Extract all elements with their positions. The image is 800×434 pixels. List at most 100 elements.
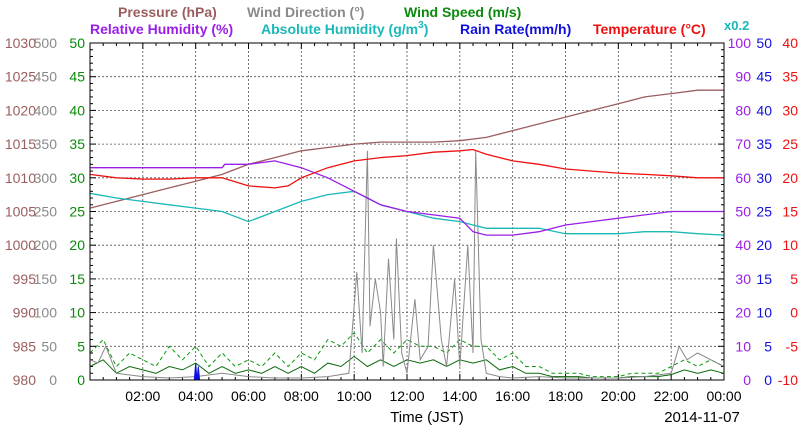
left-tick-label-pressure: 990 <box>13 305 37 321</box>
right-tick-label-temperature: 40 <box>782 35 798 51</box>
right-tick-label-rel_humidity: 50 <box>735 204 751 220</box>
right-tick-label-rain_rate: 0 <box>764 372 772 388</box>
x-tick-label: 14:00 <box>442 388 477 404</box>
left-tick-label-pressure: 1000 <box>5 237 36 253</box>
legend-rain-rate: Rain Rate(mm/h) <box>460 21 571 37</box>
left-tick-label-wind_dir: 150 <box>34 271 58 287</box>
right-tick-label-rain_rate: 45 <box>756 69 772 85</box>
x-tick-label: 00:00 <box>706 388 741 404</box>
series-wind-dir <box>89 150 725 379</box>
left-tick-label-wind_dir: 300 <box>34 170 58 186</box>
left-tick-label-pressure: 980 <box>13 372 37 388</box>
left-tick-label-wind_speed: 10 <box>69 305 85 321</box>
right-tick-label-temperature: 5 <box>790 271 798 287</box>
right-tick-label-rel_humidity: 40 <box>735 237 751 253</box>
left-tick-label-wind_speed: 20 <box>69 237 85 253</box>
right-tick-label-rain_rate: 20 <box>756 237 772 253</box>
right-tick-label-temperature: 15 <box>782 204 798 220</box>
left-tick-label-wind_speed: 30 <box>69 170 85 186</box>
series-layer <box>89 89 725 381</box>
left-tick-label-wind_dir: 50 <box>41 338 57 354</box>
legend-temperature: Temperature (°C) <box>593 21 706 37</box>
left-tick-label-wind_dir: 450 <box>34 69 58 85</box>
left-tick-label-wind_dir: 200 <box>34 237 58 253</box>
left-tick-label-wind_dir: 250 <box>34 204 58 220</box>
x-tick-label: 22:00 <box>654 388 689 404</box>
right-tick-label-rel_humidity: 0 <box>743 372 751 388</box>
left-tick-label-wind_speed: 15 <box>69 271 85 287</box>
right-tick-label-rain_rate: 5 <box>764 338 772 354</box>
x-axis-title: Time (JST) <box>390 409 464 426</box>
legend-pressure: Pressure (hPa) <box>118 4 217 20</box>
left-tick-label-wind_speed: 25 <box>69 204 85 220</box>
left-tick-label-wind_speed: 5 <box>77 338 85 354</box>
right-tick-label-temperature: 0 <box>790 305 798 321</box>
x-tick-label: 10:00 <box>337 388 372 404</box>
left-tick-label-wind_dir: 400 <box>34 102 58 118</box>
right-tick-label-temperature: 35 <box>782 69 798 85</box>
left-tick-label-pressure: 1020 <box>5 102 36 118</box>
right-tick-label-rain_rate: 50 <box>756 35 772 51</box>
left-tick-label-wind_speed: 45 <box>69 69 85 85</box>
right-tick-label-rel_humidity: 90 <box>735 69 751 85</box>
plot-frame <box>89 42 725 381</box>
x-tick-label: 08:00 <box>284 388 319 404</box>
right-axis-labels: 1009080706050403020100504540353025201510… <box>728 35 799 388</box>
right-tick-label-rel_humidity: 30 <box>735 271 751 287</box>
series-rel-humidity <box>90 160 724 236</box>
right-tick-label-rel_humidity: 70 <box>735 136 751 152</box>
right-tick-label-temperature: -10 <box>778 372 798 388</box>
left-tick-label-pressure: 1005 <box>5 204 36 220</box>
left-tick-label-wind_dir: 500 <box>34 35 58 51</box>
left-tick-label-wind_speed: 35 <box>69 136 85 152</box>
left-tick-label-wind_speed: 40 <box>69 102 85 118</box>
right-tick-label-rain_rate: 15 <box>756 271 772 287</box>
legend-wind-direction: Wind Direction (°) <box>247 4 364 20</box>
left-axis-labels: 1030102510201015101010051000995990985980… <box>5 35 85 388</box>
right-tick-label-rel_humidity: 80 <box>735 102 751 118</box>
left-tick-label-wind_dir: 100 <box>34 305 58 321</box>
right-tick-label-rain_rate: 10 <box>756 305 772 321</box>
left-tick-label-pressure: 1015 <box>5 136 36 152</box>
right-tick-label-temperature: 30 <box>782 102 798 118</box>
x-tick-label: 18:00 <box>548 388 583 404</box>
right-tick-label-rain_rate: 35 <box>756 136 772 152</box>
left-tick-label-pressure: 995 <box>13 271 37 287</box>
x-tick-label: 12:00 <box>389 388 424 404</box>
right-tick-label-rel_humidity: 60 <box>735 170 751 186</box>
x-tick-label: 02:00 <box>125 388 160 404</box>
left-tick-label-wind_dir: 350 <box>34 136 58 152</box>
right-tick-label-rain_rate: 25 <box>756 204 772 220</box>
left-tick-label-pressure: 985 <box>13 338 37 354</box>
x-tick-label: 06:00 <box>231 388 266 404</box>
legend-absolute-humidity: Absolute Humidity (g/m3) <box>261 20 428 37</box>
right-tick-label-temperature: 10 <box>782 237 798 253</box>
left-tick-label-pressure: 1025 <box>5 69 36 85</box>
x-tick-label: 20:00 <box>601 388 636 404</box>
right-tick-label-temperature: 25 <box>782 136 798 152</box>
date-label: 2014-11-07 <box>664 409 740 426</box>
right-tick-label-rain_rate: 30 <box>756 170 772 186</box>
right-tick-label-rel_humidity: 10 <box>735 338 751 354</box>
right-tick-label-rel_humidity: 100 <box>728 35 752 51</box>
x-tick-label: 04:00 <box>178 388 213 404</box>
left-tick-label-wind_speed: 50 <box>69 35 85 51</box>
right-tick-label-rain_rate: 40 <box>756 102 772 118</box>
x-tick-label: 16:00 <box>495 388 530 404</box>
right-tick-label-temperature: 20 <box>782 170 798 186</box>
legend-wind-speed: Wind Speed (m/s) <box>404 4 521 20</box>
right-tick-label-rel_humidity: 20 <box>735 305 751 321</box>
left-tick-label-wind_dir: 0 <box>49 372 57 388</box>
left-tick-label-wind_speed: 0 <box>77 372 85 388</box>
x-axis-labels: 02:00 04:00 06:00 08:00 10:00 12:00 14:00 16:00… <box>125 388 741 404</box>
left-tick-label-pressure: 1030 <box>5 35 36 51</box>
legend-abs-humidity-scale: x0.2 <box>724 18 749 33</box>
legend: Pressure (hPa) Wind Direction (°) Wind S… <box>90 4 749 37</box>
legend-relative-humidity: Relative Humidity (%) <box>90 21 233 37</box>
left-tick-label-pressure: 1010 <box>5 170 36 186</box>
series-pressure <box>89 89 724 209</box>
series-temperature <box>89 148 724 189</box>
right-tick-label-temperature: -5 <box>786 338 799 354</box>
